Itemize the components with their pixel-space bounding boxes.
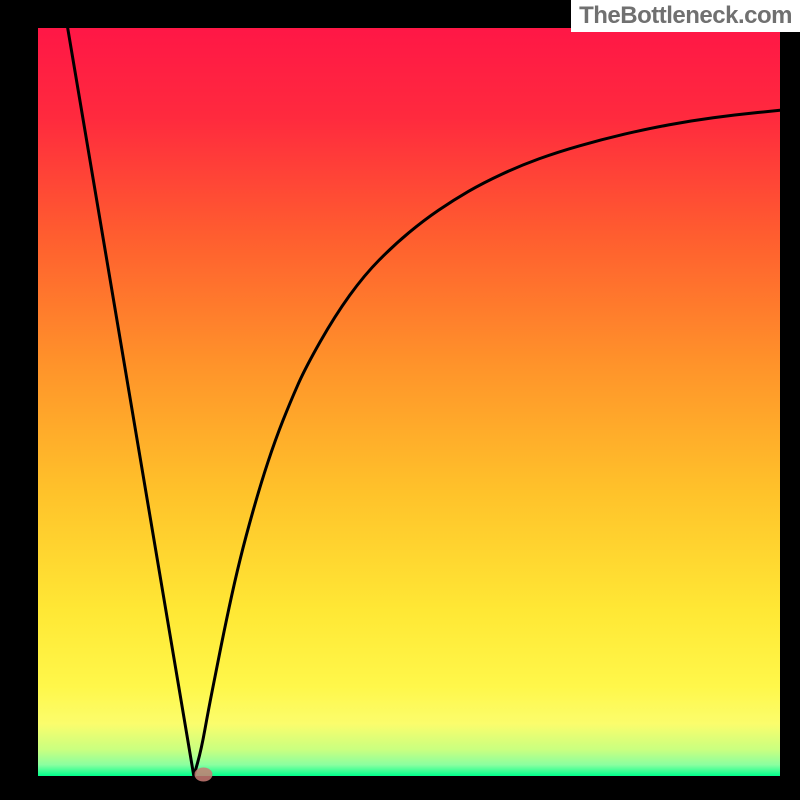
optimum-marker (194, 768, 212, 782)
watermark-label: TheBottleneck.com (571, 0, 800, 32)
plot-background (38, 28, 780, 776)
chart-frame: TheBottleneck.com (0, 0, 800, 800)
bottleneck-chart (0, 0, 800, 800)
